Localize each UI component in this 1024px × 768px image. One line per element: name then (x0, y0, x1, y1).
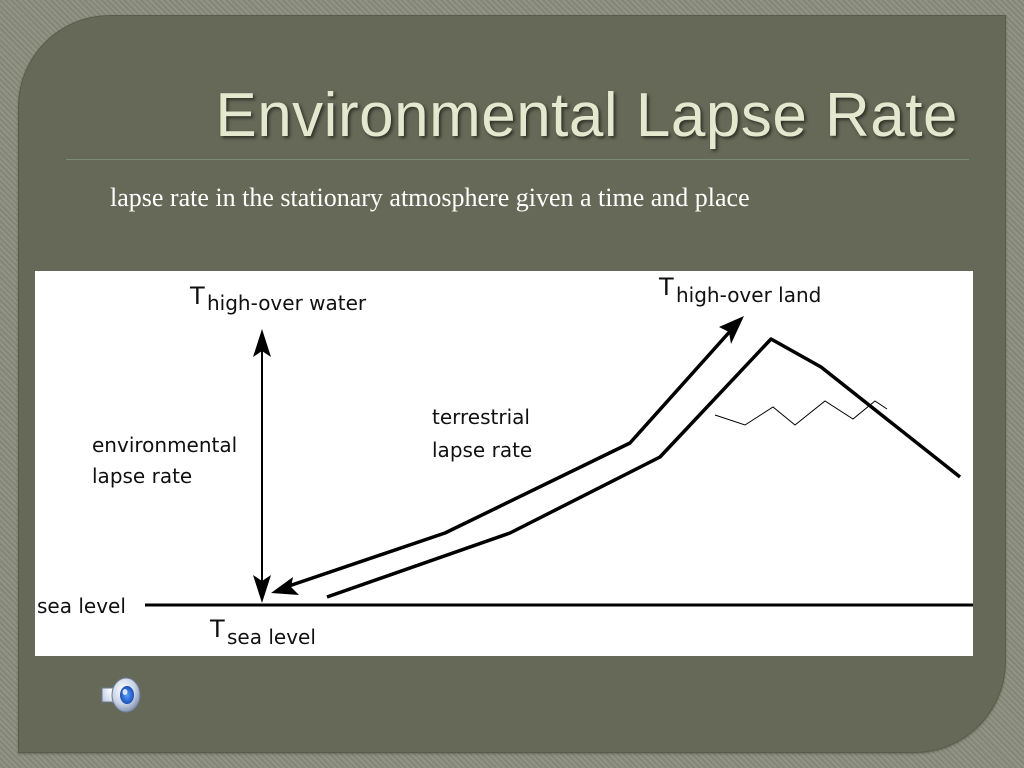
t-high-water-sub: high-over water (207, 291, 367, 315)
diagram-svg: T high-over water T high-over land envir… (35, 271, 973, 656)
terrestrial-arrow-head-bottom (271, 577, 299, 595)
slide-subtitle: lapse rate in the stationary atmosphere … (110, 183, 750, 213)
environmental-label-line2: lapse rate (92, 464, 192, 488)
terrestrial-label-line2: lapse rate (432, 438, 532, 462)
mountain-profile (327, 339, 960, 597)
t-sea-level-symbol: T (209, 615, 225, 643)
lapse-rate-diagram: T high-over water T high-over land envir… (35, 271, 973, 656)
t-high-land-symbol: T (658, 273, 674, 301)
terrestrial-label-line1: terrestrial (432, 405, 530, 429)
t-high-land-sub: high-over land (676, 283, 821, 307)
terrain-ridge-line (715, 401, 887, 425)
title-divider (66, 159, 969, 160)
slide-title: Environmental Lapse Rate (215, 80, 958, 151)
environmental-label-line1: environmental (92, 433, 237, 457)
speaker-icon[interactable] (98, 672, 144, 718)
t-sea-level-sub: sea level (227, 625, 316, 649)
sea-level-label: sea level (37, 594, 126, 618)
t-high-water-symbol: T (189, 282, 205, 310)
